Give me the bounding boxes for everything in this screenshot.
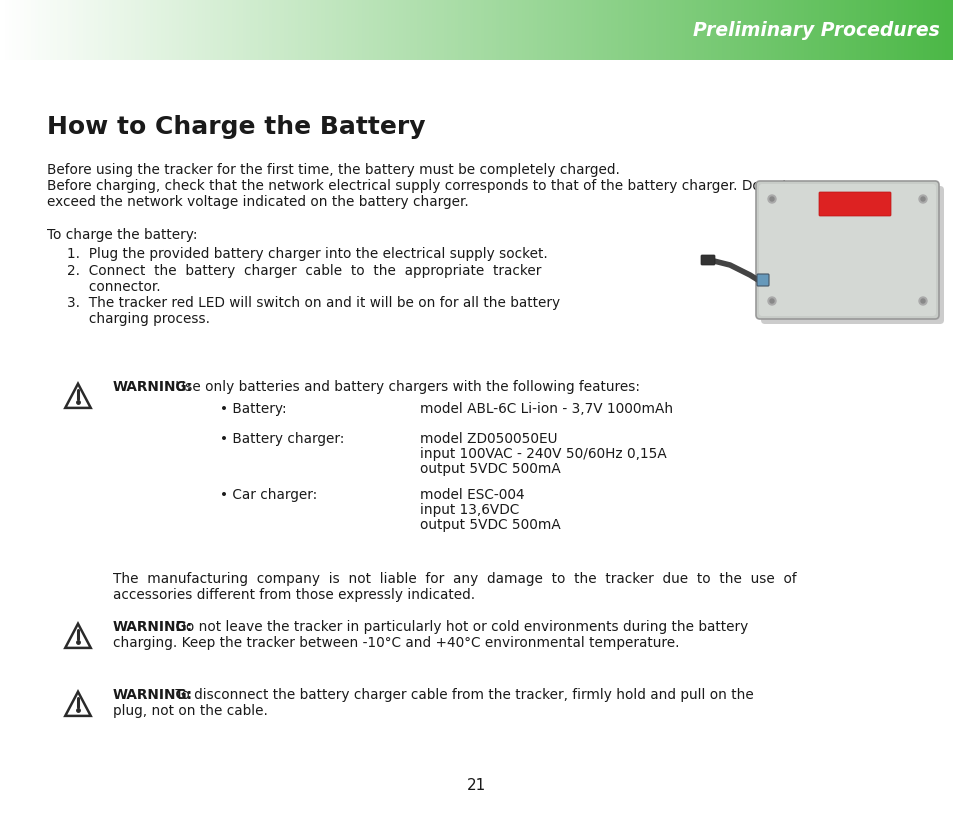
Circle shape [769, 299, 773, 303]
Text: charging. Keep the tracker between -10°C and +40°C environmental temperature.: charging. Keep the tracker between -10°C… [112, 636, 679, 650]
Circle shape [920, 197, 924, 201]
Text: output 5VDC 500mA: output 5VDC 500mA [419, 462, 560, 476]
Text: model ESC-004: model ESC-004 [419, 488, 524, 502]
Text: model ZD050050EU: model ZD050050EU [419, 432, 557, 446]
Text: Before charging, check that the network electrical supply corresponds to that of: Before charging, check that the network … [47, 179, 787, 193]
Text: plug, not on the cable.: plug, not on the cable. [112, 704, 268, 718]
Text: • Battery charger:: • Battery charger: [220, 432, 344, 446]
Text: How to Charge the Battery: How to Charge the Battery [47, 115, 425, 139]
Text: connector.: connector. [67, 280, 160, 294]
Text: To disconnect the battery charger cable from the tracker, firmly hold and pull o: To disconnect the battery charger cable … [171, 688, 753, 702]
FancyBboxPatch shape [759, 184, 935, 316]
Circle shape [918, 297, 926, 305]
Text: charging process.: charging process. [67, 312, 210, 326]
Text: To charge the battery:: To charge the battery: [47, 228, 197, 242]
Text: 3.  The tracker red LED will switch on and it will be on for all the battery: 3. The tracker red LED will switch on an… [67, 296, 559, 310]
FancyBboxPatch shape [755, 181, 938, 319]
Text: WARNING:: WARNING: [112, 380, 193, 394]
FancyBboxPatch shape [757, 274, 768, 286]
Text: WARNING:: WARNING: [112, 688, 193, 702]
FancyBboxPatch shape [818, 192, 890, 216]
Text: model ABL-6C Li-ion - 3,7V 1000mAh: model ABL-6C Li-ion - 3,7V 1000mAh [419, 402, 673, 416]
Text: 2.  Connect  the  battery  charger  cable  to  the  appropriate  tracker: 2. Connect the battery charger cable to … [67, 264, 540, 278]
Circle shape [767, 297, 775, 305]
Text: • Car charger:: • Car charger: [220, 488, 317, 502]
Circle shape [767, 195, 775, 203]
Text: Before using the tracker for the first time, the battery must be completely char: Before using the tracker for the first t… [47, 163, 619, 177]
Circle shape [920, 299, 924, 303]
Text: Preliminary Procedures: Preliminary Procedures [693, 20, 939, 39]
Text: Do not leave the tracker in particularly hot or cold environments during the bat: Do not leave the tracker in particularly… [171, 620, 747, 634]
Circle shape [918, 195, 926, 203]
Text: Use only batteries and battery chargers with the following features:: Use only batteries and battery chargers … [171, 380, 639, 394]
Text: WARNING:: WARNING: [112, 620, 193, 634]
Text: • Battery:: • Battery: [220, 402, 286, 416]
Text: 21: 21 [467, 778, 486, 793]
FancyBboxPatch shape [760, 186, 943, 324]
Text: input 13,6VDC: input 13,6VDC [419, 503, 518, 517]
Text: exceed the network voltage indicated on the battery charger.: exceed the network voltage indicated on … [47, 195, 468, 209]
FancyBboxPatch shape [700, 255, 714, 265]
Circle shape [769, 197, 773, 201]
Text: output 5VDC 500mA: output 5VDC 500mA [419, 518, 560, 532]
Text: The  manufacturing  company  is  not  liable  for  any  damage  to  the  tracker: The manufacturing company is not liable … [112, 572, 796, 586]
Text: 1.  Plug the provided battery charger into the electrical supply socket.: 1. Plug the provided battery charger int… [67, 247, 547, 261]
Text: input 100VAC - 240V 50/60Hz 0,15A: input 100VAC - 240V 50/60Hz 0,15A [419, 447, 666, 461]
Text: accessories different from those expressly indicated.: accessories different from those express… [112, 588, 475, 602]
